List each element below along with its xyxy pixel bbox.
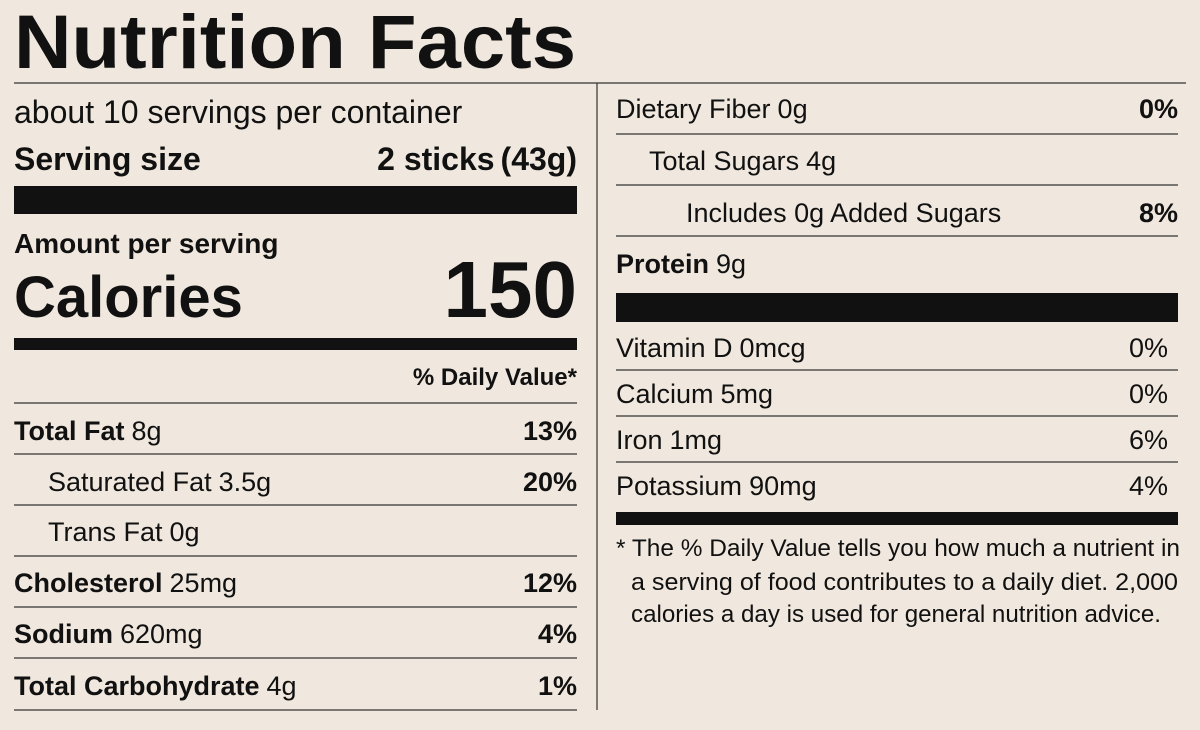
vitamin-dv: 0%	[1129, 333, 1168, 363]
vitamin-amount: 1mg	[670, 425, 723, 455]
nutrient-dv: 4%	[538, 619, 577, 649]
vitamin-amount: 5mg	[721, 379, 774, 409]
nutrient: Total Carbohydrate 4g	[14, 671, 297, 701]
vitamin-dv: 0%	[1129, 379, 1168, 409]
nutrient: Cholesterol 25mg	[14, 568, 237, 598]
vitamin-dv: 4%	[1129, 471, 1168, 501]
vitamin-name: Iron	[616, 425, 663, 455]
nutrient-name: Total Carbohydrate	[14, 671, 260, 701]
nutrient-name: Total Sugars	[649, 146, 799, 176]
thick-bar	[616, 293, 1178, 322]
vitamin: Vitamin D 0mcg	[616, 333, 806, 363]
serving-weight: (43g)	[501, 141, 577, 177]
nutrient-name: Protein	[616, 249, 709, 279]
serving-size-value: 2 sticks	[377, 141, 494, 177]
nutrient: Dietary Fiber 0g	[616, 94, 808, 124]
title: Nutrition Facts	[14, 0, 576, 85]
nutrient: Protein 9g	[616, 249, 746, 279]
vitamin: Calcium 5mg	[616, 379, 773, 409]
nutrient-dv: 12%	[523, 568, 577, 598]
vitamin-amount: 90mg	[749, 471, 817, 501]
nutrient-amount: 25mg	[170, 568, 238, 598]
dv-header: % Daily Value*	[413, 364, 578, 391]
medium-bar	[14, 338, 577, 350]
nutrient-amount: 0g	[778, 94, 808, 124]
vitamin: Potassium 90mg	[616, 471, 817, 501]
vitamin-name: Calcium	[616, 379, 714, 409]
vitamin-dv: 6%	[1129, 425, 1168, 455]
nutrient-name: Cholesterol	[14, 568, 163, 598]
nutrient: Trans Fat 0g	[48, 517, 200, 547]
nutrient-dv: 0%	[1139, 94, 1178, 124]
serving-size-label: Serving size	[14, 141, 201, 177]
nutrient-name: Includes 0g Added Sugars	[686, 198, 1001, 228]
nutrient: Total Fat 8g	[14, 416, 162, 446]
nutrient-amount: 4g	[806, 146, 836, 176]
nutrient-dv: 8%	[1139, 198, 1178, 228]
nutrient-dv: 20%	[523, 467, 577, 497]
nutrient-name: Dietary Fiber	[616, 94, 771, 124]
serving-size: 2 sticks (43g)	[377, 141, 577, 177]
nutrient-amount: 620mg	[120, 619, 203, 649]
vitamin-name: Potassium	[616, 471, 742, 501]
nutrient: Saturated Fat 3.5g	[48, 467, 271, 497]
nutrient-name: Saturated Fat	[48, 467, 212, 497]
vitamin: Iron 1mg	[616, 425, 722, 455]
nutrient-amount: 4g	[267, 671, 297, 701]
nutrient-amount: 0g	[170, 517, 200, 547]
footnote-line: * The % Daily Value tells you how much a…	[616, 535, 1180, 562]
footnote-line: a serving of food contributes to a daily…	[631, 569, 1178, 596]
nutrient-name: Sodium	[14, 619, 113, 649]
nutrient-dv: 1%	[538, 671, 577, 701]
calories-label: Calories	[14, 265, 243, 330]
calories-value: 150	[444, 245, 577, 334]
medium-bar	[616, 512, 1178, 525]
nutrient: Total Sugars 4g	[649, 146, 836, 176]
nutrient-amount: 8g	[132, 416, 162, 446]
servings: about 10 servings per container	[14, 94, 463, 130]
nutrient-amount: 9g	[716, 249, 746, 279]
vitamin-name: Vitamin D	[616, 333, 733, 363]
nutrient-name: Trans Fat	[48, 517, 163, 547]
nutrient: Sodium 620mg	[14, 619, 203, 649]
footnote-line: calories a day is used for general nutri…	[631, 601, 1161, 628]
nutrient-dv: 13%	[523, 416, 577, 446]
amount-heading: Amount per serving	[14, 228, 278, 259]
thick-bar	[14, 186, 577, 214]
nutrient-amount: 3.5g	[219, 467, 272, 497]
nutrient-name: Total Fat	[14, 416, 125, 446]
vitamin-amount: 0mcg	[740, 333, 806, 363]
